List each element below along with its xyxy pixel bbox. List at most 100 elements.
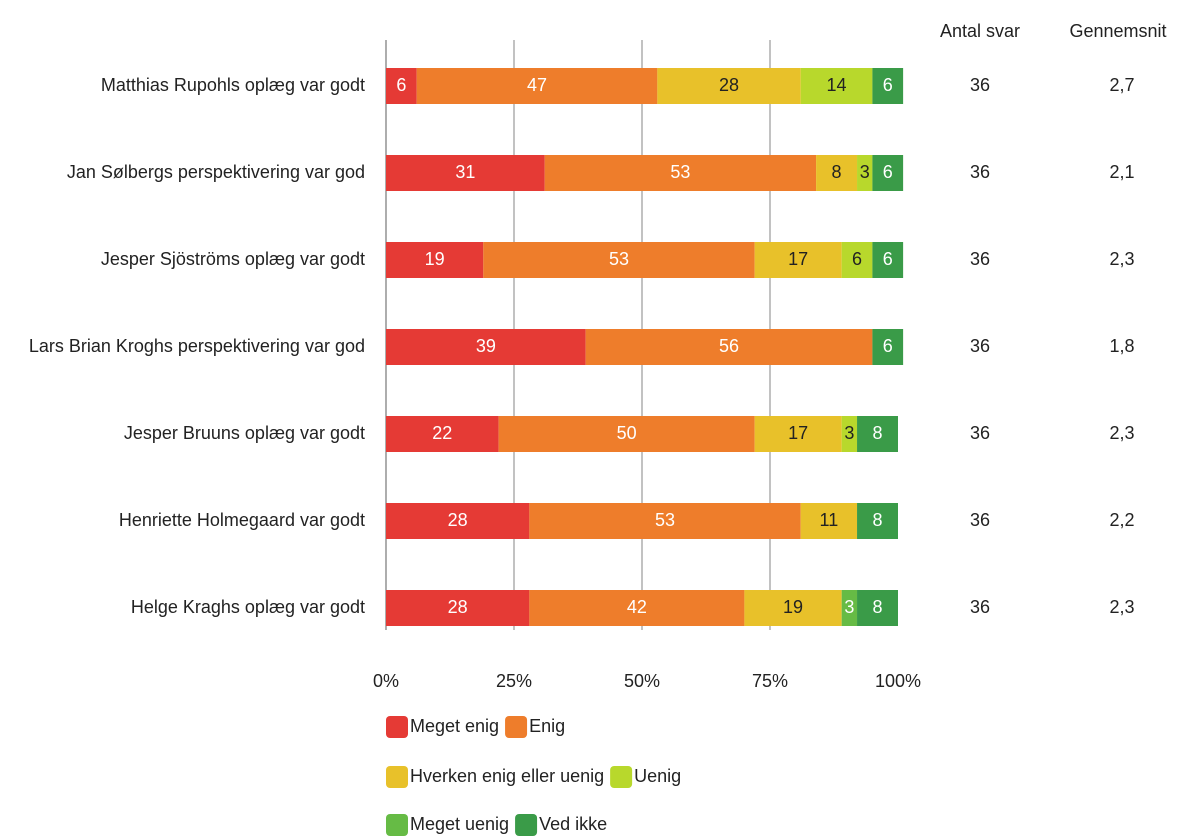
category-label: Matthias Rupohls oplæg var godt xyxy=(101,75,365,95)
bar-segment xyxy=(585,329,873,365)
x-tick-label: 25% xyxy=(496,671,532,691)
table-value: 36 xyxy=(970,510,990,530)
data-label: 3 xyxy=(844,597,854,617)
legend-swatch xyxy=(505,716,528,738)
bar-segment xyxy=(857,416,898,452)
data-label: 53 xyxy=(655,510,675,530)
bar-segment xyxy=(754,416,842,452)
x-tick-label: 75% xyxy=(752,671,788,691)
data-label: 28 xyxy=(448,597,468,617)
table-value: 2,1 xyxy=(1109,162,1134,182)
table-value: 36 xyxy=(970,162,990,182)
legend-label: Meget uenig xyxy=(410,814,509,834)
data-label: 19 xyxy=(783,597,803,617)
bar-segment xyxy=(657,68,801,104)
bar-segment xyxy=(857,155,873,191)
x-tick-label: 0% xyxy=(373,671,399,691)
bar-segment xyxy=(386,590,530,626)
data-label: 8 xyxy=(832,162,842,182)
bar-segment xyxy=(529,590,745,626)
data-label: 22 xyxy=(432,423,452,443)
bar-segment xyxy=(483,242,755,278)
bar-segment xyxy=(857,590,898,626)
x-tick-label: 50% xyxy=(624,671,660,691)
bar-segment xyxy=(800,503,858,539)
bar-segment xyxy=(841,416,858,452)
data-label: 28 xyxy=(448,510,468,530)
data-label: 6 xyxy=(883,75,893,95)
data-label: 39 xyxy=(476,336,496,356)
x-tick-label: 100% xyxy=(875,671,921,691)
data-label: 28 xyxy=(719,75,739,95)
legend-swatch xyxy=(386,766,408,788)
category-label: Jesper Bruuns oplæg var godt xyxy=(124,423,365,443)
legend-swatch xyxy=(515,814,538,836)
data-label: 47 xyxy=(527,75,547,95)
data-label: 17 xyxy=(788,249,808,269)
column-header: Antal svar xyxy=(940,21,1020,41)
category-label: Henriette Holmegaard var godt xyxy=(119,510,365,530)
bar-segment xyxy=(386,242,484,278)
bar-segment xyxy=(841,242,873,278)
bar-segment xyxy=(386,503,530,539)
bar-segment xyxy=(872,242,904,278)
data-label: 11 xyxy=(820,510,839,530)
data-label: 31 xyxy=(455,162,475,182)
table-value: 2,3 xyxy=(1109,249,1134,269)
legend-swatch xyxy=(386,814,408,836)
bar-segment xyxy=(498,416,755,452)
data-label: 17 xyxy=(788,423,808,443)
data-label: 6 xyxy=(883,336,893,356)
category-label: Helge Kraghs oplæg var godt xyxy=(131,597,365,617)
table-value: 2,3 xyxy=(1109,423,1134,443)
table-value: 2,3 xyxy=(1109,597,1134,617)
table-value: 2,2 xyxy=(1109,510,1134,530)
table-value: 36 xyxy=(970,423,990,443)
data-label: 19 xyxy=(425,249,445,269)
bar-segment xyxy=(386,68,417,104)
table-value: 36 xyxy=(970,336,990,356)
data-label: 42 xyxy=(627,597,647,617)
data-label: 3 xyxy=(860,162,870,182)
category-label: Jesper Sjöströms oplæg var godt xyxy=(101,249,365,269)
column-header: Gennemsnit xyxy=(1069,21,1166,41)
table-value: 36 xyxy=(970,75,990,95)
legend-label: Meget enig xyxy=(410,716,499,736)
bar-segment xyxy=(529,503,801,539)
table-value: 36 xyxy=(970,597,990,617)
data-label: 53 xyxy=(670,162,690,182)
bar-segment xyxy=(800,68,873,104)
bar-segment xyxy=(386,329,586,365)
bar-segment xyxy=(744,590,842,626)
data-label: 56 xyxy=(719,336,739,356)
data-label: 50 xyxy=(617,423,637,443)
bar-segment xyxy=(544,155,817,191)
data-label: 53 xyxy=(609,249,629,269)
data-label: 6 xyxy=(883,249,893,269)
data-label: 14 xyxy=(827,75,847,95)
data-label: 8 xyxy=(873,597,883,617)
bar-segment xyxy=(872,329,904,365)
bar-segment xyxy=(872,155,904,191)
table-value: 2,7 xyxy=(1109,75,1134,95)
data-label: 6 xyxy=(852,249,862,269)
bar-segment xyxy=(816,155,858,191)
bar-segment xyxy=(416,68,658,104)
data-label: 8 xyxy=(873,510,883,530)
data-label: 3 xyxy=(844,423,854,443)
bar-segment xyxy=(386,416,499,452)
category-label: Lars Brian Kroghs perspektivering var go… xyxy=(29,336,365,356)
bar-segment xyxy=(872,68,904,104)
bar-segment xyxy=(754,242,842,278)
category-label: Jan Sølbergs perspektivering var god xyxy=(67,162,365,182)
legend-swatch xyxy=(610,766,633,788)
legend-label: Enig xyxy=(529,716,565,736)
legend-label: Hverken enig eller uenig xyxy=(410,766,604,786)
data-label: 8 xyxy=(873,423,883,443)
legend-label: Uenig xyxy=(634,766,681,786)
bar-segment xyxy=(841,590,858,626)
bar-segment xyxy=(386,155,545,191)
legend-label: Ved ikke xyxy=(539,814,607,834)
data-label: 6 xyxy=(396,75,406,95)
